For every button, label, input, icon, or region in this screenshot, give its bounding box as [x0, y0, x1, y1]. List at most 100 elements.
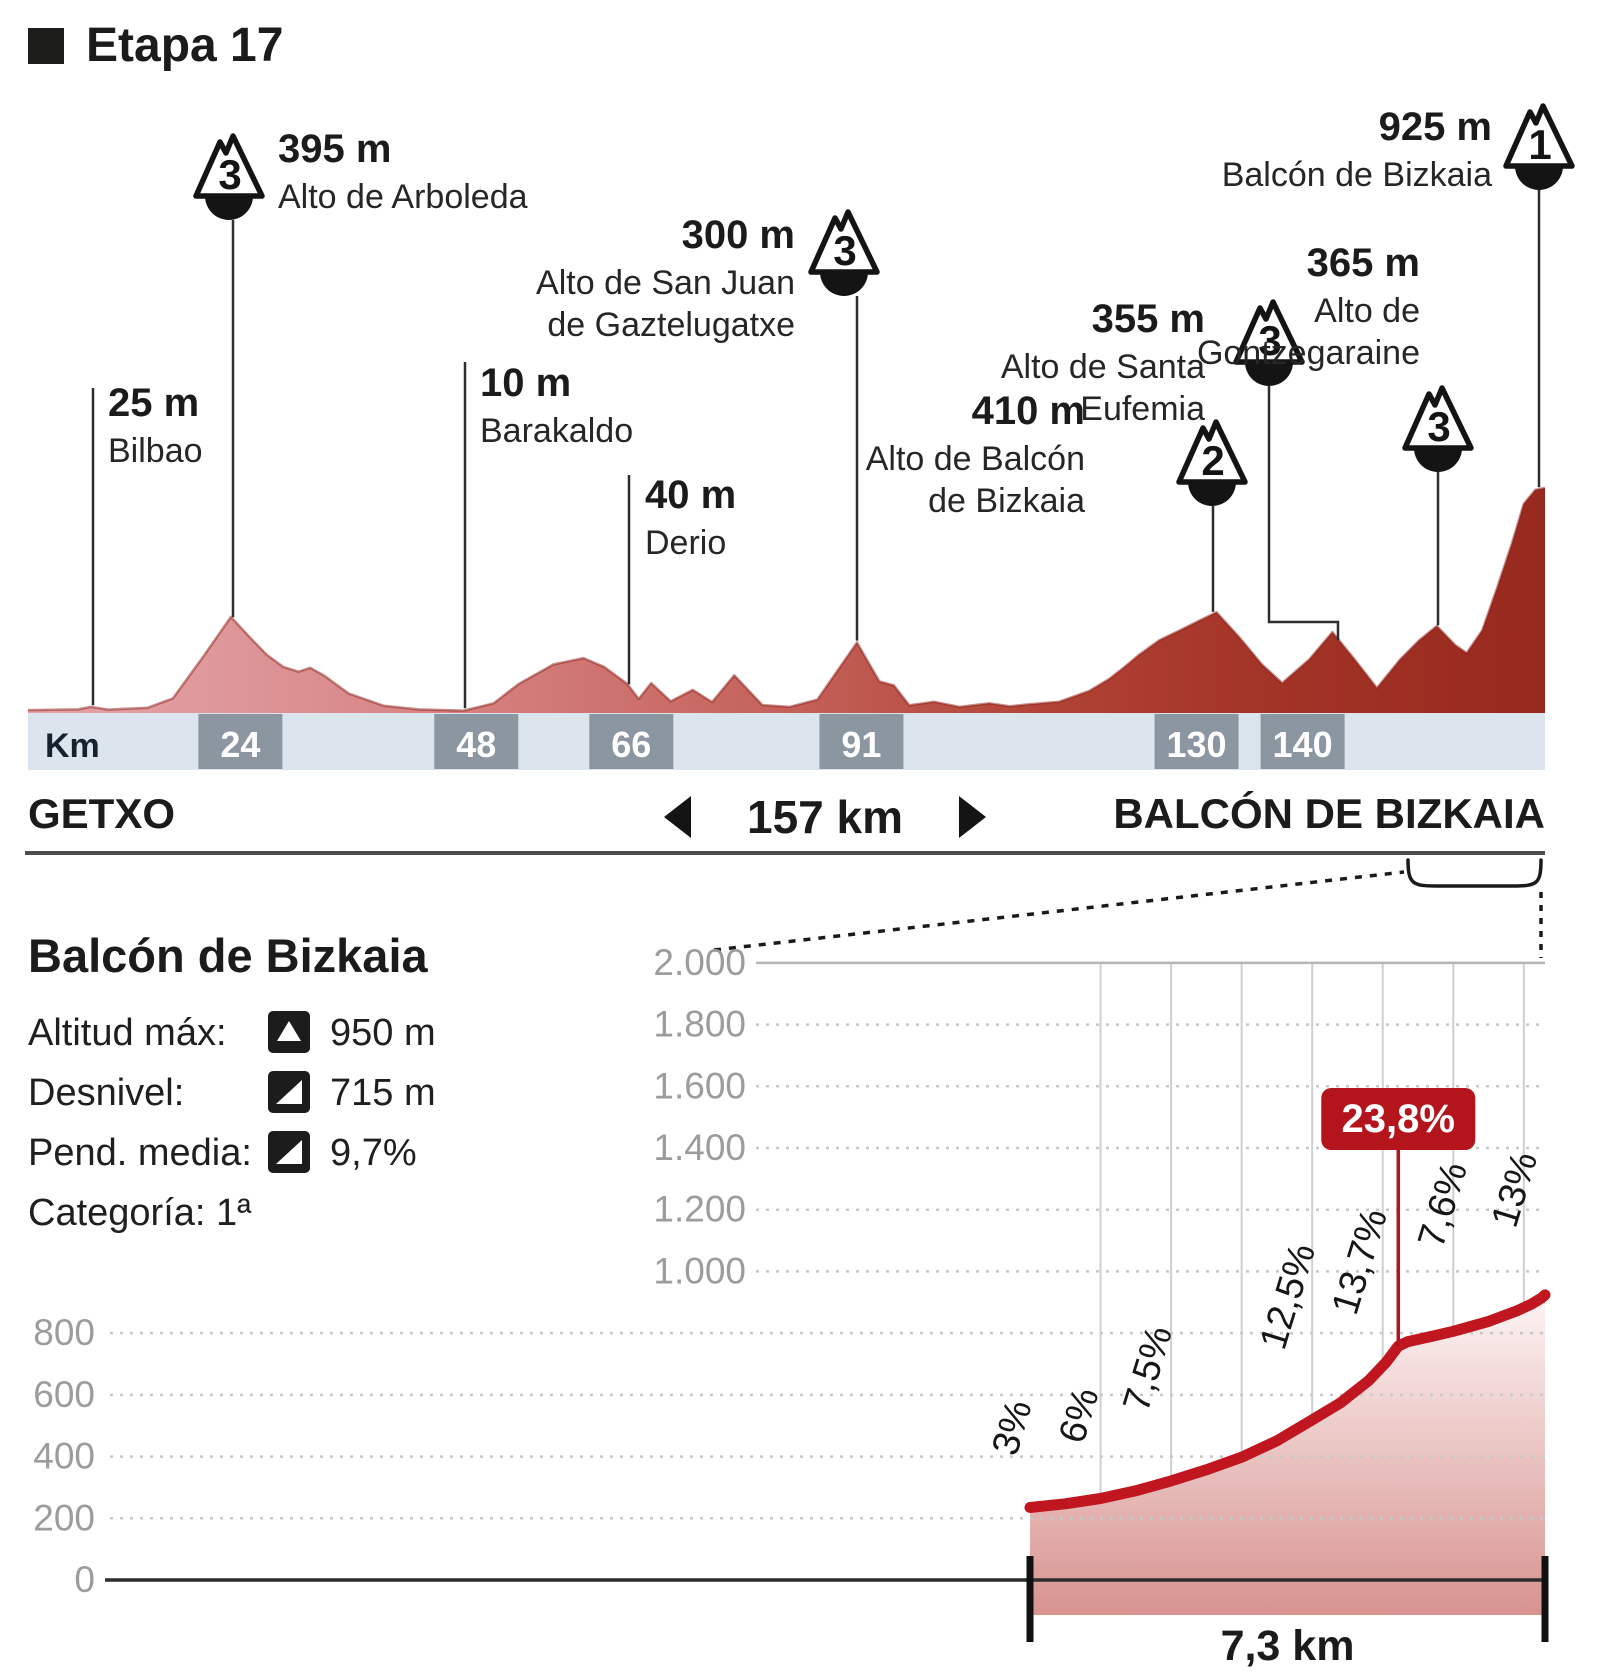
stat-value: 950 m	[330, 1012, 436, 1054]
stat-label: Altitud máx:	[28, 1012, 227, 1054]
climb-name-label: Alto de	[1314, 292, 1420, 330]
stat-value: 715 m	[330, 1072, 436, 1114]
zoom-connector-diagonal	[713, 870, 1405, 952]
climb-name-label: Eufemia	[1080, 390, 1205, 428]
km-tick-value: 140	[1273, 724, 1333, 765]
dome-icon	[1188, 482, 1236, 506]
right-arrow-icon	[958, 796, 986, 838]
km-tick-value: 91	[841, 724, 881, 765]
km-tick-box	[1154, 714, 1239, 769]
climb-name-label: Alto de Balcón	[866, 440, 1085, 478]
segment-gradient-label: 13,7%	[1324, 1204, 1396, 1319]
max-gradient-badge	[1321, 1088, 1476, 1150]
stat-row-altitude: Altitud máx: 950 m	[28, 1006, 548, 1066]
stat-value: 9,7%	[330, 1132, 417, 1174]
category-number: 3	[218, 151, 241, 198]
y-axis-tick-label: 1.400	[653, 1127, 746, 1168]
km-tick-value: 130	[1167, 724, 1227, 765]
climb-detail-title: Balcón de Bizkaia	[28, 929, 428, 982]
climb-category-icon: 1	[1503, 103, 1575, 190]
dome-icon	[820, 272, 868, 296]
final-climb-bracket	[1406, 858, 1543, 888]
category-number: 2	[1201, 437, 1224, 484]
dome-icon	[1245, 362, 1293, 386]
category-number: 3	[1258, 317, 1281, 364]
dome-icon	[205, 196, 253, 220]
dome-icon	[1414, 448, 1462, 472]
y-axis-tick-label: 1.000	[653, 1250, 746, 1291]
y-axis-tick-label: 400	[33, 1436, 95, 1477]
stage-distance-group: 157 km	[664, 790, 986, 844]
stat-row-category: Categoría: 1ª	[28, 1192, 252, 1234]
stat-row-elevation-gain: Desnivel: 715 m	[28, 1066, 548, 1126]
stage-elevation-area	[28, 488, 1545, 713]
km-tick-value: 48	[456, 724, 496, 765]
zoom-connector	[713, 858, 1543, 958]
climb-name-label: Barakaldo	[480, 412, 633, 450]
climb-altitude-label: 300 m	[682, 213, 795, 257]
y-axis-tick-label: 1.800	[653, 1004, 746, 1045]
climb-category-icon: 3	[808, 209, 880, 296]
climb-altitude-label: 365 m	[1307, 241, 1420, 285]
climb-name-label: Gontzegaraine	[1197, 334, 1420, 372]
climb-category-icon: 2	[1176, 419, 1248, 506]
page-title: Etapa 17	[86, 19, 284, 72]
climb-name-label: de Bizkaia	[928, 482, 1085, 520]
stage-distance: 157 km	[746, 791, 903, 843]
climb-name-label: Balcón de Bizkaia	[1222, 156, 1492, 194]
segment-gradient-label: 7,6%	[1410, 1157, 1475, 1252]
category-number: 1	[1528, 121, 1551, 168]
climb-name-label: Bilbao	[108, 432, 203, 470]
peak-icon	[268, 1011, 310, 1053]
km-tick-box	[589, 714, 674, 769]
climb-name-label: Alto de Santa	[1001, 348, 1205, 386]
stage-elevation-outline	[27, 486, 1546, 712]
max-gradient-value: 23,8%	[1342, 1097, 1455, 1141]
km-tick-box	[819, 714, 904, 769]
climb-length-label: 7,3 km	[1221, 1622, 1355, 1670]
climb-curve	[1024, 1289, 1551, 1513]
dome-icon	[1515, 166, 1563, 190]
segment-gradient-label: 6%	[1051, 1383, 1107, 1448]
y-axis-tick-label: 200	[33, 1497, 95, 1538]
stat-row-avg-gradient: Pend. media: 9,7%	[28, 1126, 548, 1186]
climb-name-label: Derio	[645, 524, 726, 562]
climb-leader-line	[1267, 386, 1340, 640]
segment-gradient-label: 13%	[1484, 1147, 1546, 1232]
climb-altitude-label: 410 m	[972, 389, 1085, 433]
climb-category-icon: 3	[1233, 299, 1305, 386]
stat-label: Desnivel:	[28, 1072, 185, 1114]
climb-name-label: Alto de San Juan	[536, 264, 795, 302]
climb-stats-block: Altitud máx: 950 m Desnivel: 715 m Pend.…	[28, 1006, 548, 1252]
segment-gradient-label: 12,5%	[1252, 1239, 1324, 1354]
climb-altitude-label: 355 m	[1092, 297, 1205, 341]
final-climb-chart: 2.000 1.800 1.600 1.400 1.200 1.000 800 600 400 2…	[33, 942, 1551, 1670]
route-summary-row: GETXO 157 km BALCÓN DE BIZKAIA	[28, 790, 1545, 844]
climb-category-icon: 3	[1402, 385, 1474, 472]
climb-altitude-label: 25 m	[108, 381, 199, 425]
climb-name-label: de Gaztelugatxe	[547, 306, 795, 344]
route-finish-label: BALCÓN DE BIZKAIA	[1113, 790, 1545, 837]
climb-altitude-label: 40 m	[645, 473, 736, 517]
slope-icon	[268, 1131, 310, 1173]
segment-gradient-label: 3%	[984, 1395, 1040, 1460]
climb-name-label: Alto de Arboleda	[278, 178, 528, 216]
y-axis-tick-label: 600	[33, 1374, 95, 1415]
km-tick-value: 24	[220, 724, 260, 765]
page-header: Etapa 17	[28, 18, 283, 73]
left-arrow-icon	[664, 796, 691, 838]
y-axis-tick-label: 0	[74, 1559, 95, 1600]
km-tick-value: 66	[611, 724, 651, 765]
y-axis-tick-label: 2.000	[653, 942, 746, 983]
km-tick-box	[1260, 714, 1345, 769]
route-start-label: GETXO	[28, 790, 176, 837]
km-tick-box	[198, 714, 283, 769]
climb-altitude-label: 925 m	[1379, 105, 1492, 149]
stat-label: Pend. media:	[28, 1132, 252, 1174]
y-axis-tick-label: 1.600	[653, 1065, 746, 1106]
category-number: 3	[1427, 403, 1450, 450]
y-axis-tick-label: 1.200	[653, 1189, 746, 1230]
y-axis-tick-label: 800	[33, 1312, 95, 1353]
